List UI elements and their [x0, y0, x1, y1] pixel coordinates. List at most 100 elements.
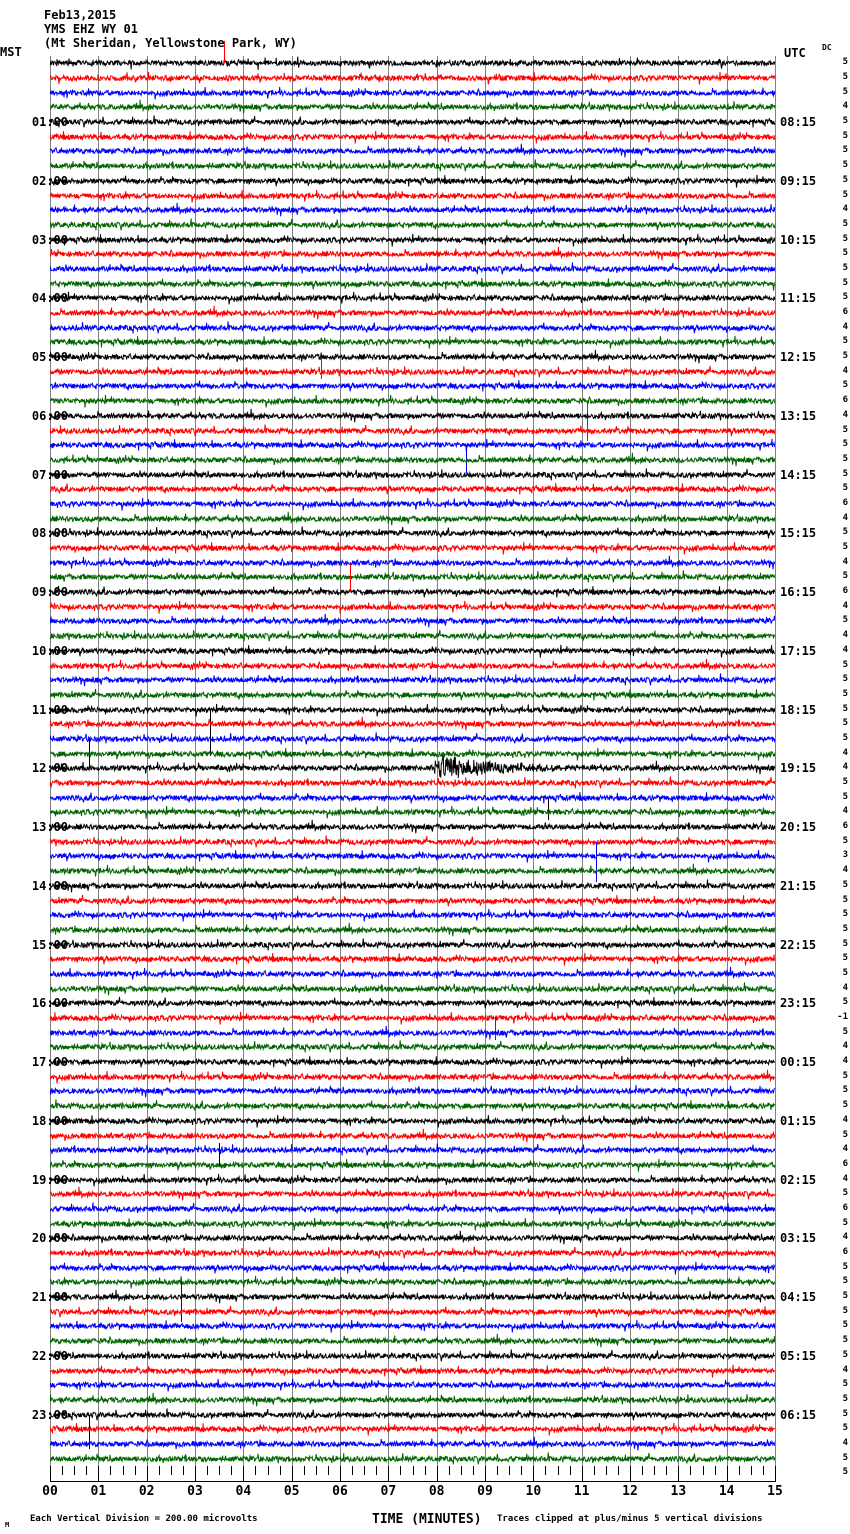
- utc-time-label: 06:15: [780, 1407, 817, 1422]
- trace-line: [50, 586, 775, 598]
- utc-time-label: 21:15: [780, 878, 817, 893]
- trace-line: [50, 1261, 775, 1275]
- trace-line: [50, 629, 775, 642]
- trace-line: [50, 1099, 775, 1112]
- mst-time-label: 23:00: [31, 1407, 68, 1422]
- dc-offset-value: 4: [842, 204, 848, 215]
- trace-line: [50, 467, 775, 481]
- trace-line: [50, 277, 775, 291]
- dc-offset-value: 4: [842, 1041, 848, 1052]
- trace-line: [50, 1231, 775, 1245]
- dc-offset-value: 5: [842, 1276, 848, 1287]
- dc-offset-value: 5: [842, 233, 848, 244]
- x-axis-minor-tick: [715, 1466, 716, 1475]
- trace-line: [50, 159, 775, 172]
- dc-offset-value: 5: [842, 424, 848, 435]
- utc-time-label: 11:15: [780, 291, 817, 306]
- x-axis-tick-label: 10: [525, 1484, 542, 1499]
- gridline-minute-15: [775, 56, 776, 1466]
- x-axis-major-tick: [727, 1466, 728, 1482]
- dc-offset-value: 5: [842, 894, 848, 905]
- dc-offset-value: 4: [842, 556, 848, 567]
- dc-offset-value: 4: [842, 101, 848, 112]
- x-axis-major-tick: [630, 1466, 631, 1482]
- x-axis-major-tick: [50, 1466, 51, 1482]
- x-axis-minor-tick: [328, 1466, 329, 1475]
- trace-line: [50, 349, 775, 364]
- x-axis-minor-tick: [316, 1466, 317, 1475]
- trace-line: [50, 644, 775, 658]
- dc-offset-value: 5: [842, 967, 848, 978]
- x-axis-minor-tick: [280, 1466, 281, 1475]
- gridline-minute-00: [50, 56, 51, 1466]
- trace-line: [50, 86, 775, 100]
- dc-offset-value: 6: [842, 1247, 848, 1258]
- x-axis-tick-label: 00: [42, 1484, 58, 1499]
- right-timezone-label: UTC: [784, 46, 806, 60]
- dc-offset-value: 5: [842, 1452, 848, 1463]
- mst-time-label: 03:00: [31, 232, 68, 247]
- trace-line: [50, 100, 775, 114]
- trace-spike: [321, 357, 322, 380]
- footer-tiny-mark: M: [5, 1521, 10, 1529]
- mst-time-label: 06:00: [31, 408, 68, 423]
- dc-offset-value: 5: [842, 351, 848, 362]
- dc-offset-value: 5: [842, 72, 848, 83]
- x-axis-tick-label: 01: [90, 1484, 107, 1499]
- trace-line: [50, 555, 775, 570]
- x-axis-major-tick: [98, 1466, 99, 1482]
- trace-line: [50, 614, 775, 628]
- utc-time-label: 00:15: [780, 1055, 817, 1070]
- x-axis-minor-tick: [497, 1466, 498, 1475]
- dc-offset-value: 5: [842, 1026, 848, 1037]
- dc-offset-value: 4: [842, 1056, 848, 1067]
- trace-line: [50, 1143, 775, 1156]
- gridline-minute-04: [243, 56, 244, 1466]
- trace-spike: [219, 1142, 220, 1165]
- dc-offset-value: 5: [842, 57, 848, 68]
- dc-offset-value: 5: [842, 571, 848, 582]
- dc-offset-value: 6: [842, 497, 848, 508]
- trace-spike: [181, 1282, 182, 1323]
- trace-line: [50, 703, 775, 717]
- dc-offset-value: 5: [842, 218, 848, 229]
- trace-line: [50, 144, 775, 158]
- x-axis-tick-label: 07: [380, 1484, 397, 1499]
- dc-offset-value: 5: [842, 1100, 848, 1111]
- trace-line: [50, 755, 775, 779]
- trace-spike: [596, 841, 597, 882]
- trace-line: [50, 218, 775, 231]
- x-axis-minor-tick: [376, 1466, 377, 1475]
- dc-offset-value: 6: [842, 586, 848, 597]
- trace-line: [50, 1128, 775, 1142]
- x-axis-major-tick: [292, 1466, 293, 1482]
- x-axis-minor-tick: [558, 1466, 559, 1475]
- trace-line: [50, 71, 775, 85]
- trace-line: [50, 1069, 775, 1084]
- trace-line: [50, 439, 775, 452]
- dc-offset-value: 5: [842, 468, 848, 479]
- utc-time-label: 08:15: [780, 115, 817, 130]
- trace-line: [50, 688, 775, 701]
- x-axis-minor-tick: [304, 1466, 305, 1475]
- trace-line: [50, 1423, 775, 1436]
- trace-line: [50, 233, 775, 247]
- utc-time-label: 05:15: [780, 1348, 817, 1363]
- dc-offset-value: 5: [842, 1467, 848, 1478]
- utc-time-label: 19:15: [780, 761, 817, 776]
- dc-offset-value: 5: [842, 879, 848, 890]
- utc-time-label: 15:15: [780, 526, 817, 541]
- dc-offset-value: 5: [842, 380, 848, 391]
- x-axis-minor-tick: [570, 1466, 571, 1475]
- trace-spike: [587, 401, 588, 442]
- dc-offset-value: 5: [842, 1335, 848, 1346]
- trace-line: [50, 1202, 775, 1215]
- utc-time-label: 04:15: [780, 1290, 817, 1305]
- trace-line: [50, 937, 775, 951]
- x-axis-minor-tick: [545, 1466, 546, 1475]
- trace-line: [50, 819, 775, 834]
- x-axis-tick-label: 03: [187, 1484, 203, 1499]
- trace-line: [50, 953, 775, 966]
- trace-line: [50, 321, 775, 334]
- x-axis-minor-tick: [425, 1466, 426, 1475]
